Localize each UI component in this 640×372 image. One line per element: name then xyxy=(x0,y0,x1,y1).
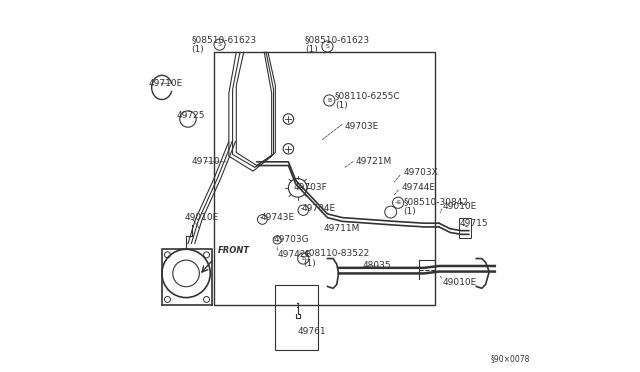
Text: 49703F: 49703F xyxy=(294,183,328,192)
Text: 49703E: 49703E xyxy=(344,122,378,131)
Text: 49010E: 49010E xyxy=(184,213,218,222)
Text: ¢08110-83522
(1): ¢08110-83522 (1) xyxy=(303,249,369,268)
Text: 49761: 49761 xyxy=(298,327,326,336)
Bar xyxy=(275,285,318,350)
Text: 49703G: 49703G xyxy=(273,235,309,244)
Text: 49010E: 49010E xyxy=(443,278,477,287)
Text: 49703X: 49703X xyxy=(404,169,438,177)
Bar xyxy=(460,218,470,238)
Text: 49715: 49715 xyxy=(460,219,488,228)
Text: 49710E: 49710E xyxy=(149,79,183,88)
Text: 48035: 48035 xyxy=(363,262,392,270)
Text: S: S xyxy=(218,42,221,47)
Text: §08110-6255C
(1): §08110-6255C (1) xyxy=(335,91,401,110)
Text: §08510-61623
(1): §08510-61623 (1) xyxy=(191,35,257,54)
Text: B: B xyxy=(301,256,305,261)
Text: S: S xyxy=(396,200,400,205)
Text: §90×0078: §90×0078 xyxy=(491,355,531,363)
Text: 49742E: 49742E xyxy=(277,250,311,259)
Text: B: B xyxy=(327,98,332,103)
Text: 49710: 49710 xyxy=(191,157,220,166)
Text: 49721M: 49721M xyxy=(355,157,392,166)
Text: 49743E: 49743E xyxy=(260,213,294,222)
Text: S: S xyxy=(326,44,330,49)
Text: 49711M: 49711M xyxy=(324,224,360,233)
Text: 49010E: 49010E xyxy=(443,202,477,211)
Text: 49744E: 49744E xyxy=(402,183,436,192)
Text: 49725: 49725 xyxy=(177,111,205,120)
Text: 49704E: 49704E xyxy=(301,204,335,213)
Bar xyxy=(214,52,435,305)
Text: FRONT: FRONT xyxy=(218,246,250,255)
Text: §08510-30842
(1): §08510-30842 (1) xyxy=(404,197,468,216)
Text: §08510-61623
(1): §08510-61623 (1) xyxy=(305,35,371,54)
